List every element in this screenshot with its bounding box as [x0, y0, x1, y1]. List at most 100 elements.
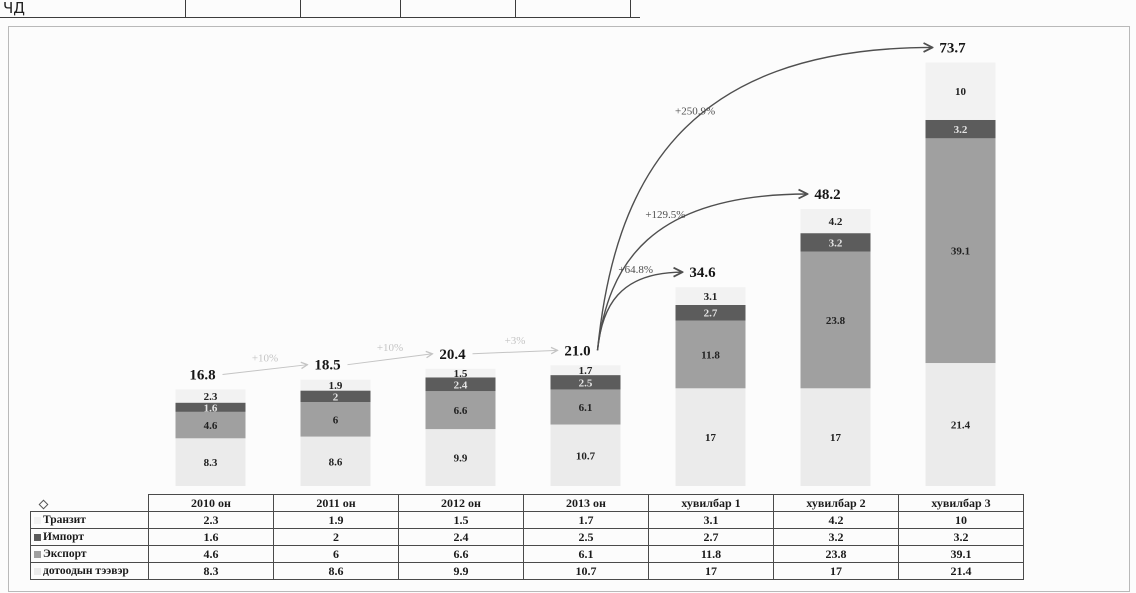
segment-value-label: 6	[333, 414, 339, 426]
bar-segment	[300, 379, 371, 391]
bar-segment	[800, 251, 871, 389]
bar-segment	[550, 424, 621, 486]
table-corner-cell	[31, 495, 149, 512]
bars-layer	[175, 62, 996, 486]
bar-segment	[425, 377, 496, 392]
table-cell: 4.2	[773, 511, 899, 529]
table-cell: 1.9	[273, 511, 399, 529]
bar-segment	[175, 402, 246, 412]
bar-segment	[175, 411, 246, 439]
bar-segment	[175, 438, 246, 486]
segment-value-label: 3.2	[829, 237, 843, 249]
bar-segment	[550, 389, 621, 425]
bar-segment	[925, 62, 996, 120]
bar-stack	[800, 209, 871, 486]
segment-value-label: 1.7	[579, 365, 593, 377]
table-cell: 8.6	[273, 562, 399, 580]
table-header-cell: хувилбар 1	[648, 494, 774, 512]
bar-segment	[300, 402, 371, 437]
legend-swatch	[34, 516, 41, 524]
total-value-label: 16.8	[189, 367, 215, 383]
table-cell: 2.3	[148, 511, 274, 529]
segment-value-label: 8.3	[204, 457, 218, 469]
growth-arrow	[596, 194, 808, 351]
top-cell-divider	[630, 0, 631, 17]
table-header-cell: 2010 он	[148, 494, 274, 512]
row-label-cell: Импорт	[30, 528, 149, 546]
top-row-label: ЧД	[3, 0, 26, 17]
segment-value-label: 1.5	[454, 368, 468, 380]
bar-segment	[300, 436, 371, 486]
top-cell-divider	[300, 0, 301, 17]
bar-stack	[550, 365, 621, 486]
bar-segment	[675, 388, 746, 486]
row-label: дотоодын тээвэр	[43, 565, 129, 577]
growth-percent-label: +250.9%	[675, 105, 715, 117]
segment-value-label: 2.7	[704, 308, 718, 320]
bar-segment	[550, 365, 621, 376]
table-cell: 23.8	[773, 545, 899, 563]
segment-value-label: 1.9	[329, 380, 343, 392]
table-row: дотоодын тээвэр 8.3 8.6 9.9 10.7 17 17 21.4	[30, 562, 1024, 580]
table-cell: 10.7	[523, 562, 649, 580]
bar-segment	[925, 119, 996, 139]
segment-value-label: 1.6	[204, 402, 218, 414]
segment-value-label: 10.7	[576, 450, 596, 462]
table-cell: 2	[273, 528, 399, 546]
bar-stack	[675, 287, 746, 486]
row-label-cell: Транзит	[30, 511, 149, 529]
segment-value-label: 39.1	[951, 246, 970, 258]
growth-percent-label: +64.8%	[618, 264, 653, 276]
bar-segment	[175, 389, 246, 403]
growth-percent-label: +3%	[505, 335, 526, 347]
legend-swatch	[34, 533, 41, 541]
segment-value-label: 3.2	[954, 124, 968, 136]
bar-segment	[675, 304, 746, 321]
bar-stack	[175, 389, 246, 486]
table-row: Импорт 1.6 2 2.4 2.5 2.7 3.2 3.2	[30, 528, 1024, 546]
segment-value-label: 2.3	[204, 391, 218, 403]
total-value-label: 18.5	[314, 358, 340, 374]
table-cell: 2.5	[523, 528, 649, 546]
segment-value-label: 21.4	[951, 420, 971, 432]
table-cell: 3.2	[773, 528, 899, 546]
table-header-cell: 2013 он	[523, 494, 649, 512]
segment-value-label: 23.8	[826, 315, 846, 327]
row-label: Транзит	[43, 514, 86, 526]
segment-value-label: 2.4	[454, 379, 468, 391]
table-row: Экспорт 4.6 6 6.6 6.1 11.8 23.8 39.1	[30, 545, 1024, 563]
row-label-cell: дотоодын тээвэр	[30, 562, 149, 580]
table-cell: 21.4	[898, 562, 1024, 580]
table-cell: 10	[898, 511, 1024, 529]
segment-value-label: 4.6	[204, 420, 218, 432]
segment-value-label: 3.1	[704, 291, 718, 303]
table-cell: 11.8	[648, 545, 774, 563]
bar-segment	[425, 429, 496, 486]
table-cell: 1.6	[148, 528, 274, 546]
table-row: Транзит 2.3 1.9 1.5 1.7 3.1 4.2 10	[30, 511, 1024, 529]
table-cell: 3.1	[648, 511, 774, 529]
table-cell: 6	[273, 545, 399, 563]
bar-segment	[925, 138, 996, 364]
segment-value-label: 11.8	[701, 349, 720, 361]
segment-value-label: 2.5	[579, 377, 593, 389]
growth-arrow	[472, 350, 558, 353]
table-cell: 4.6	[148, 545, 274, 563]
top-partial-row: ЧД	[0, 0, 640, 18]
bar-segment	[800, 209, 871, 234]
row-label: Импорт	[43, 531, 85, 543]
bar-segment	[675, 287, 746, 305]
bar-segment	[800, 233, 871, 252]
table-cell: 8.3	[148, 562, 274, 580]
diamond-icon	[38, 499, 48, 509]
table-cell: 1.5	[398, 511, 524, 529]
bar-stack	[425, 368, 496, 486]
table-body: Транзит 2.3 1.9 1.5 1.7 3.1 4.2 10 Импорт 1.6 2 2.4…	[30, 511, 1024, 580]
table-cell: 3.2	[898, 528, 1024, 546]
segment-value-label: 4.2	[829, 216, 843, 228]
total-value-label: 21.0	[564, 343, 590, 359]
bar-segment	[925, 363, 996, 486]
legend-swatch	[34, 567, 41, 575]
table-header-cell: хувилбар 3	[898, 494, 1024, 512]
